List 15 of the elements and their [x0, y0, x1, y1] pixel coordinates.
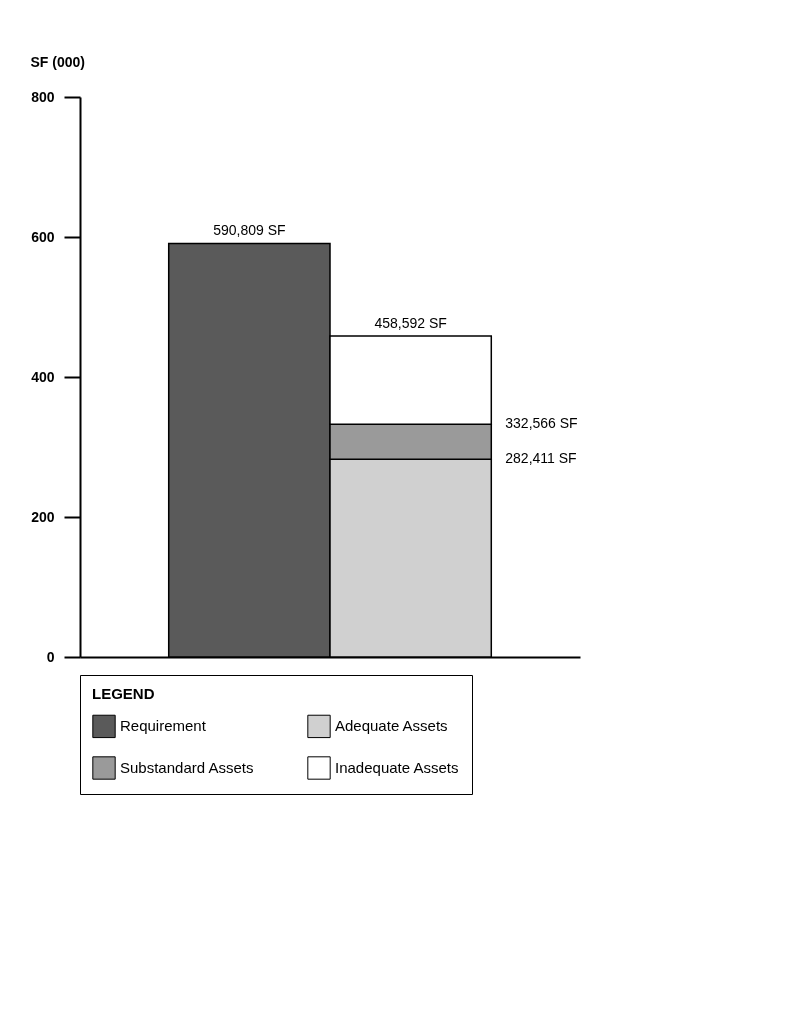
y-axis-title: SF (000): [30, 53, 85, 70]
y-tick-label: 0: [46, 648, 55, 665]
y-tick-label: 200: [31, 508, 55, 525]
legend-label: Substandard Assets: [120, 759, 254, 776]
y-tick-label: 400: [31, 368, 55, 385]
annotation: 282,411 SF: [505, 450, 577, 467]
y-tick-label: 800: [31, 88, 55, 105]
annotation: 458,592 SF: [374, 314, 447, 331]
legend-label: Requirement: [120, 717, 207, 735]
y-tick-label: 600: [31, 228, 55, 245]
legend-label: Adequate Assets: [335, 717, 448, 735]
annotation: 332,566 SF: [505, 415, 578, 432]
annotation: 590,809 SF: [213, 222, 286, 239]
legend-label: Inadequate Assets: [335, 759, 459, 776]
legend-title: LEGEND: [92, 685, 155, 702]
